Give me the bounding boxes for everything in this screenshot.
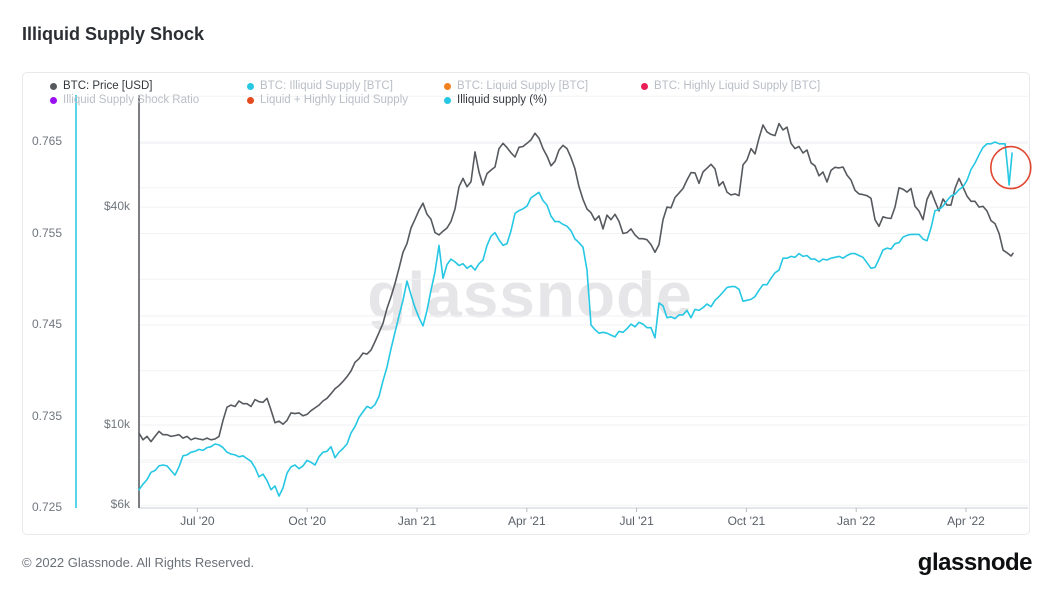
x-axis-label: Oct '21	[727, 514, 766, 528]
legend-item-illiquid-supply-shock-ratio[interactable]: Illiquid Supply Shock Ratio	[50, 93, 199, 107]
legend-label: Illiquid Supply Shock Ratio	[63, 94, 200, 106]
ratio-axis-label: 0.745	[31, 317, 62, 331]
x-axis-label: Apr '21	[507, 514, 546, 528]
legend-item-illiquid-supply[interactable]: Illiquid supply (%)	[444, 93, 547, 107]
legend-dot-icon	[444, 96, 451, 104]
x-axis-label: Jan '22	[837, 514, 876, 528]
x-axis-label: Jan '21	[397, 514, 437, 528]
legend-dot-icon	[247, 82, 254, 90]
legend-item-btc-liquid-supply-btc[interactable]: BTC: Liquid Supply [BTC]	[444, 79, 588, 93]
legend-dot-icon	[50, 96, 57, 104]
price-axis-label: $6k	[110, 497, 130, 512]
ratio-axis-label: 0.765	[31, 134, 62, 148]
copyright-text: © 2022 Glassnode. All Rights Reserved.	[22, 555, 255, 570]
legend-label: BTC: Highly Liquid Supply [BTC]	[654, 80, 821, 92]
legend-label: BTC: Illiquid Supply [BTC]	[260, 80, 393, 92]
x-axis-label: Oct '20	[288, 514, 327, 528]
legend-dot-icon	[641, 82, 648, 90]
ratio-axis-label: 0.755	[31, 225, 62, 240]
price-axis-label: $10k	[103, 417, 130, 431]
legend-item-btc-highly-liquid-supply-btc[interactable]: BTC: Highly Liquid Supply [BTC]	[641, 79, 820, 93]
glassnode-logo: glassnode	[917, 549, 1033, 576]
glassnode-watermark: glassnode	[367, 259, 693, 331]
legend-label: Illiquid supply (%)	[457, 94, 548, 106]
legend-label: BTC: Price [USD]	[63, 80, 153, 92]
legend-dot-icon	[247, 96, 254, 104]
legend-item-btc-illiquid-supply-btc[interactable]: BTC: Illiquid Supply [BTC]	[247, 79, 393, 93]
legend-dot-icon	[444, 82, 451, 90]
legend-dot-icon	[50, 82, 57, 90]
page-title: Illiquid Supply Shock	[22, 24, 205, 44]
ratio-axis-label: 0.735	[31, 408, 62, 423]
x-axis-label: Jul '20	[180, 514, 215, 528]
ratio-axis-label: 0.725	[31, 500, 62, 514]
x-axis-label: Jul '21	[619, 514, 654, 528]
price-axis-label: $40k	[103, 199, 130, 214]
legend-item-btc-price-usd[interactable]: BTC: Price [USD]	[50, 79, 152, 93]
legend-label: Liquid + Highly Liquid Supply	[260, 94, 409, 106]
x-axis-label: Apr '22	[947, 514, 985, 528]
legend-item-liquid-highly-liquid-supply[interactable]: Liquid + Highly Liquid Supply	[247, 93, 408, 107]
legend-label: BTC: Liquid Supply [BTC]	[457, 80, 589, 92]
